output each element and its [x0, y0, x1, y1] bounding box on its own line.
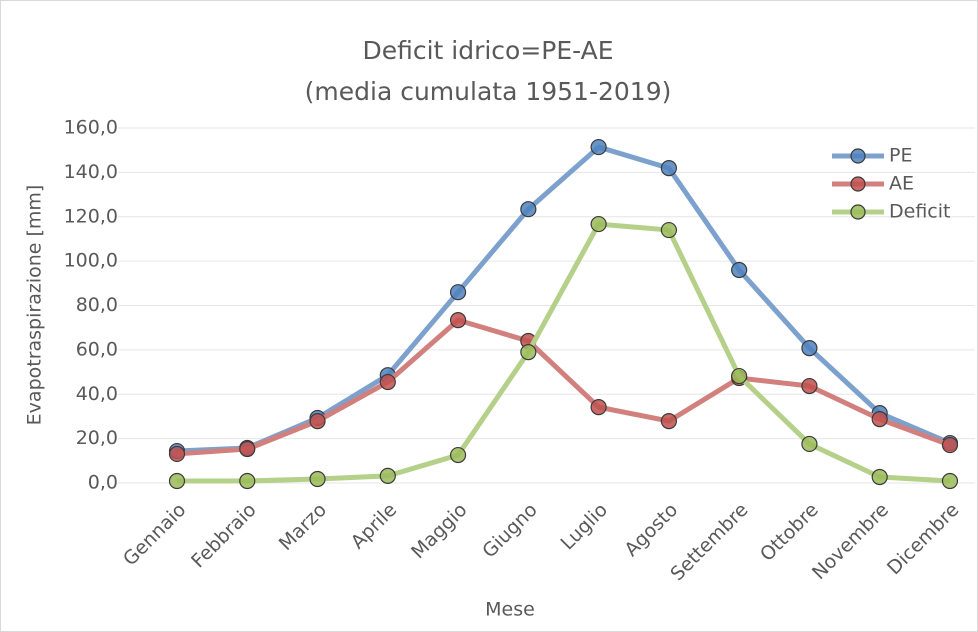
- legend-marker: [850, 148, 866, 164]
- chart-subtitle: (media cumulata 1951-2019): [305, 77, 672, 106]
- y-tick-label: 60,0: [76, 338, 118, 360]
- legend-label: AE: [889, 173, 914, 195]
- data-point: [731, 367, 748, 385]
- data-point: [590, 215, 607, 233]
- data-point: [660, 412, 677, 430]
- data-point: [941, 436, 959, 454]
- data-point: [168, 445, 186, 463]
- data-point: [239, 472, 256, 490]
- data-point: [731, 261, 748, 279]
- y-tick-label: 120,0: [64, 205, 118, 227]
- data-point: [871, 468, 888, 486]
- y-tick-label: 160,0: [64, 117, 118, 139]
- data-point: [871, 411, 888, 428]
- series-line: [177, 221, 951, 484]
- data-point: [379, 467, 396, 484]
- y-tick-label: 140,0: [64, 161, 118, 183]
- y-tick-label: 20,0: [76, 427, 118, 449]
- data-point: [309, 470, 326, 488]
- data-point: [449, 312, 467, 329]
- data-point: [590, 399, 607, 416]
- legend-label: PE: [889, 145, 912, 167]
- data-point: [449, 284, 467, 301]
- y-tick-label: 40,0: [76, 383, 118, 405]
- data-point: [309, 412, 326, 430]
- data-point: [801, 340, 818, 357]
- data-point: [168, 472, 186, 490]
- y-axis-label: Evapotraspirazione [mm]: [24, 185, 46, 426]
- data-point: [801, 435, 818, 453]
- legend-marker: [850, 176, 866, 192]
- data-point: [520, 343, 537, 361]
- data-point: [590, 138, 607, 156]
- y-tick-label: 100,0: [64, 250, 118, 272]
- data-point: [449, 446, 467, 464]
- x-axis-label: Mese: [485, 599, 535, 621]
- legend-label: Deficit: [889, 201, 950, 223]
- y-tick-label: 80,0: [76, 294, 118, 316]
- data-point: [801, 377, 818, 395]
- data-point: [941, 472, 959, 490]
- y-tick-label: 0,0: [88, 472, 118, 494]
- chart-title: Deficit idrico=PE-AE: [362, 36, 613, 65]
- data-point: [660, 160, 677, 177]
- series-line: [176, 144, 951, 454]
- data-point: [660, 221, 677, 239]
- data-point: [520, 201, 537, 218]
- data-point: [379, 373, 396, 391]
- data-point: [239, 440, 256, 458]
- legend-marker: [850, 204, 866, 220]
- series-line: [176, 317, 951, 457]
